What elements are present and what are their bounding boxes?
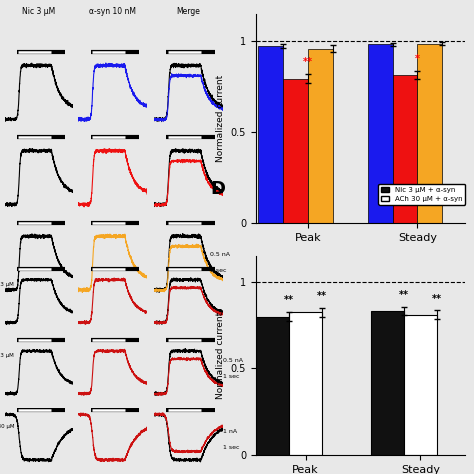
Y-axis label: Normalized current: Normalized current xyxy=(216,312,225,399)
Text: **: ** xyxy=(317,291,327,301)
Bar xyxy=(256,317,289,455)
Bar xyxy=(283,79,308,223)
Text: Nic 3 μM: Nic 3 μM xyxy=(0,282,14,287)
Text: 0.5 nA: 0.5 nA xyxy=(210,252,230,257)
Bar xyxy=(258,46,283,223)
Bar xyxy=(392,75,417,223)
Legend: Nic 3 μM + α-syn, ACh 30 μM + α-syn: Nic 3 μM + α-syn, ACh 30 μM + α-syn xyxy=(378,184,465,205)
Text: Merge: Merge xyxy=(176,8,201,16)
Bar xyxy=(368,44,392,223)
Text: ACh 30 μM: ACh 30 μM xyxy=(0,424,14,429)
Bar xyxy=(308,49,333,223)
Text: 1 sec: 1 sec xyxy=(210,268,227,273)
Text: **: ** xyxy=(284,295,294,305)
Text: Nic 3 μM: Nic 3 μM xyxy=(0,353,14,358)
Bar xyxy=(417,44,442,223)
Text: **: ** xyxy=(303,57,313,67)
Text: 1 sec: 1 sec xyxy=(223,374,239,379)
Text: 1 nA: 1 nA xyxy=(223,429,237,434)
Text: Nic 3 μM: Nic 3 μM xyxy=(22,8,56,16)
Bar xyxy=(289,312,322,455)
Y-axis label: Normalized current: Normalized current xyxy=(216,75,225,162)
Bar xyxy=(371,311,404,455)
Text: **: ** xyxy=(399,290,409,300)
Text: *: * xyxy=(415,54,420,64)
Bar xyxy=(404,315,437,455)
Text: 1 sec: 1 sec xyxy=(223,445,239,450)
Text: **: ** xyxy=(432,293,442,303)
Text: D: D xyxy=(210,180,225,198)
Text: α-syn 10 nM: α-syn 10 nM xyxy=(89,8,136,16)
Text: 0.5 nA: 0.5 nA xyxy=(223,358,243,363)
